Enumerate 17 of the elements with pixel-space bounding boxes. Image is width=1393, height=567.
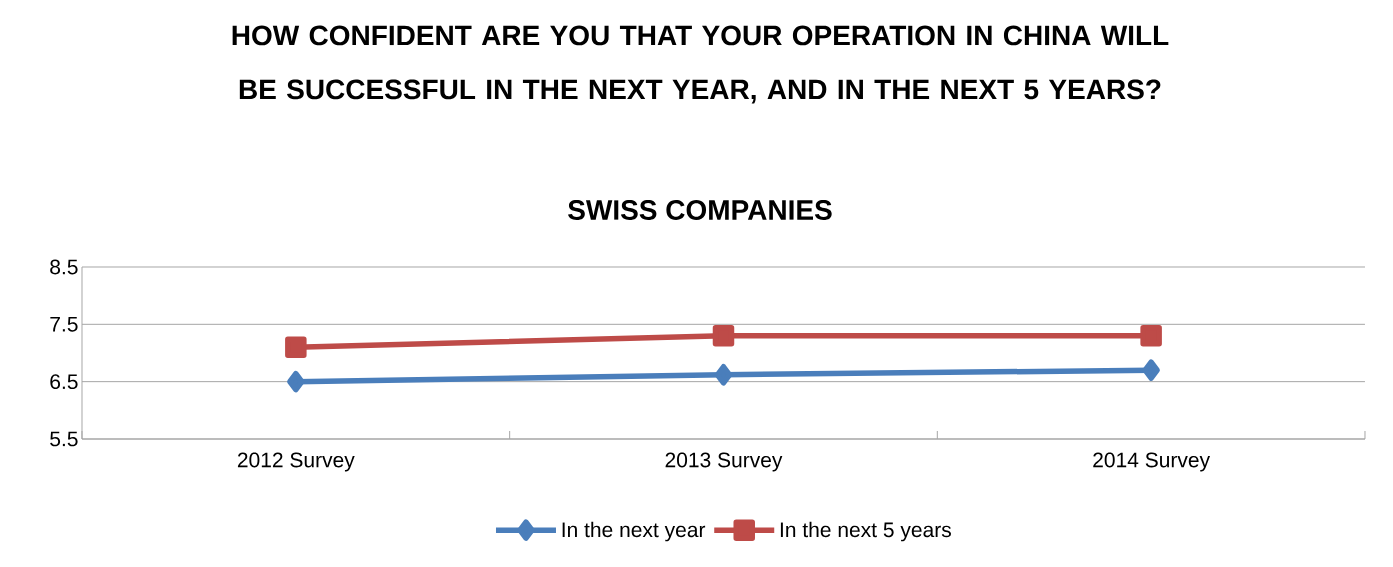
x-tick-label: 2012 Survey [237,452,355,472]
y-tick-label: 8.5 [50,259,78,275]
point [712,325,735,347]
x-tick-label: 2014 Survey [1093,452,1211,472]
x-tick-label: 2013 Survey [665,452,783,472]
y-tick-label: 6.5 [50,374,78,390]
chart-title: HOW CONFIDENT ARE YOU THAT YOUR OPERATION IN CHINA WILL BE SUCCESSFUL IN THE NEXT YEAR, AND IN THE NEXT 5 YEARS? [232,25,1169,104]
point [285,336,307,359]
y-tick-label: 7.5 [50,317,78,332]
legend-label: In the next year [562,521,706,542]
point [1140,325,1162,347]
point [1142,359,1160,381]
y-tick-label: 5.5 [50,431,78,447]
legend-label: In the next 5 years [780,521,951,542]
point [714,364,733,386]
chart-subtitle: SWISS COMPANIES [568,200,832,220]
point [287,370,305,393]
